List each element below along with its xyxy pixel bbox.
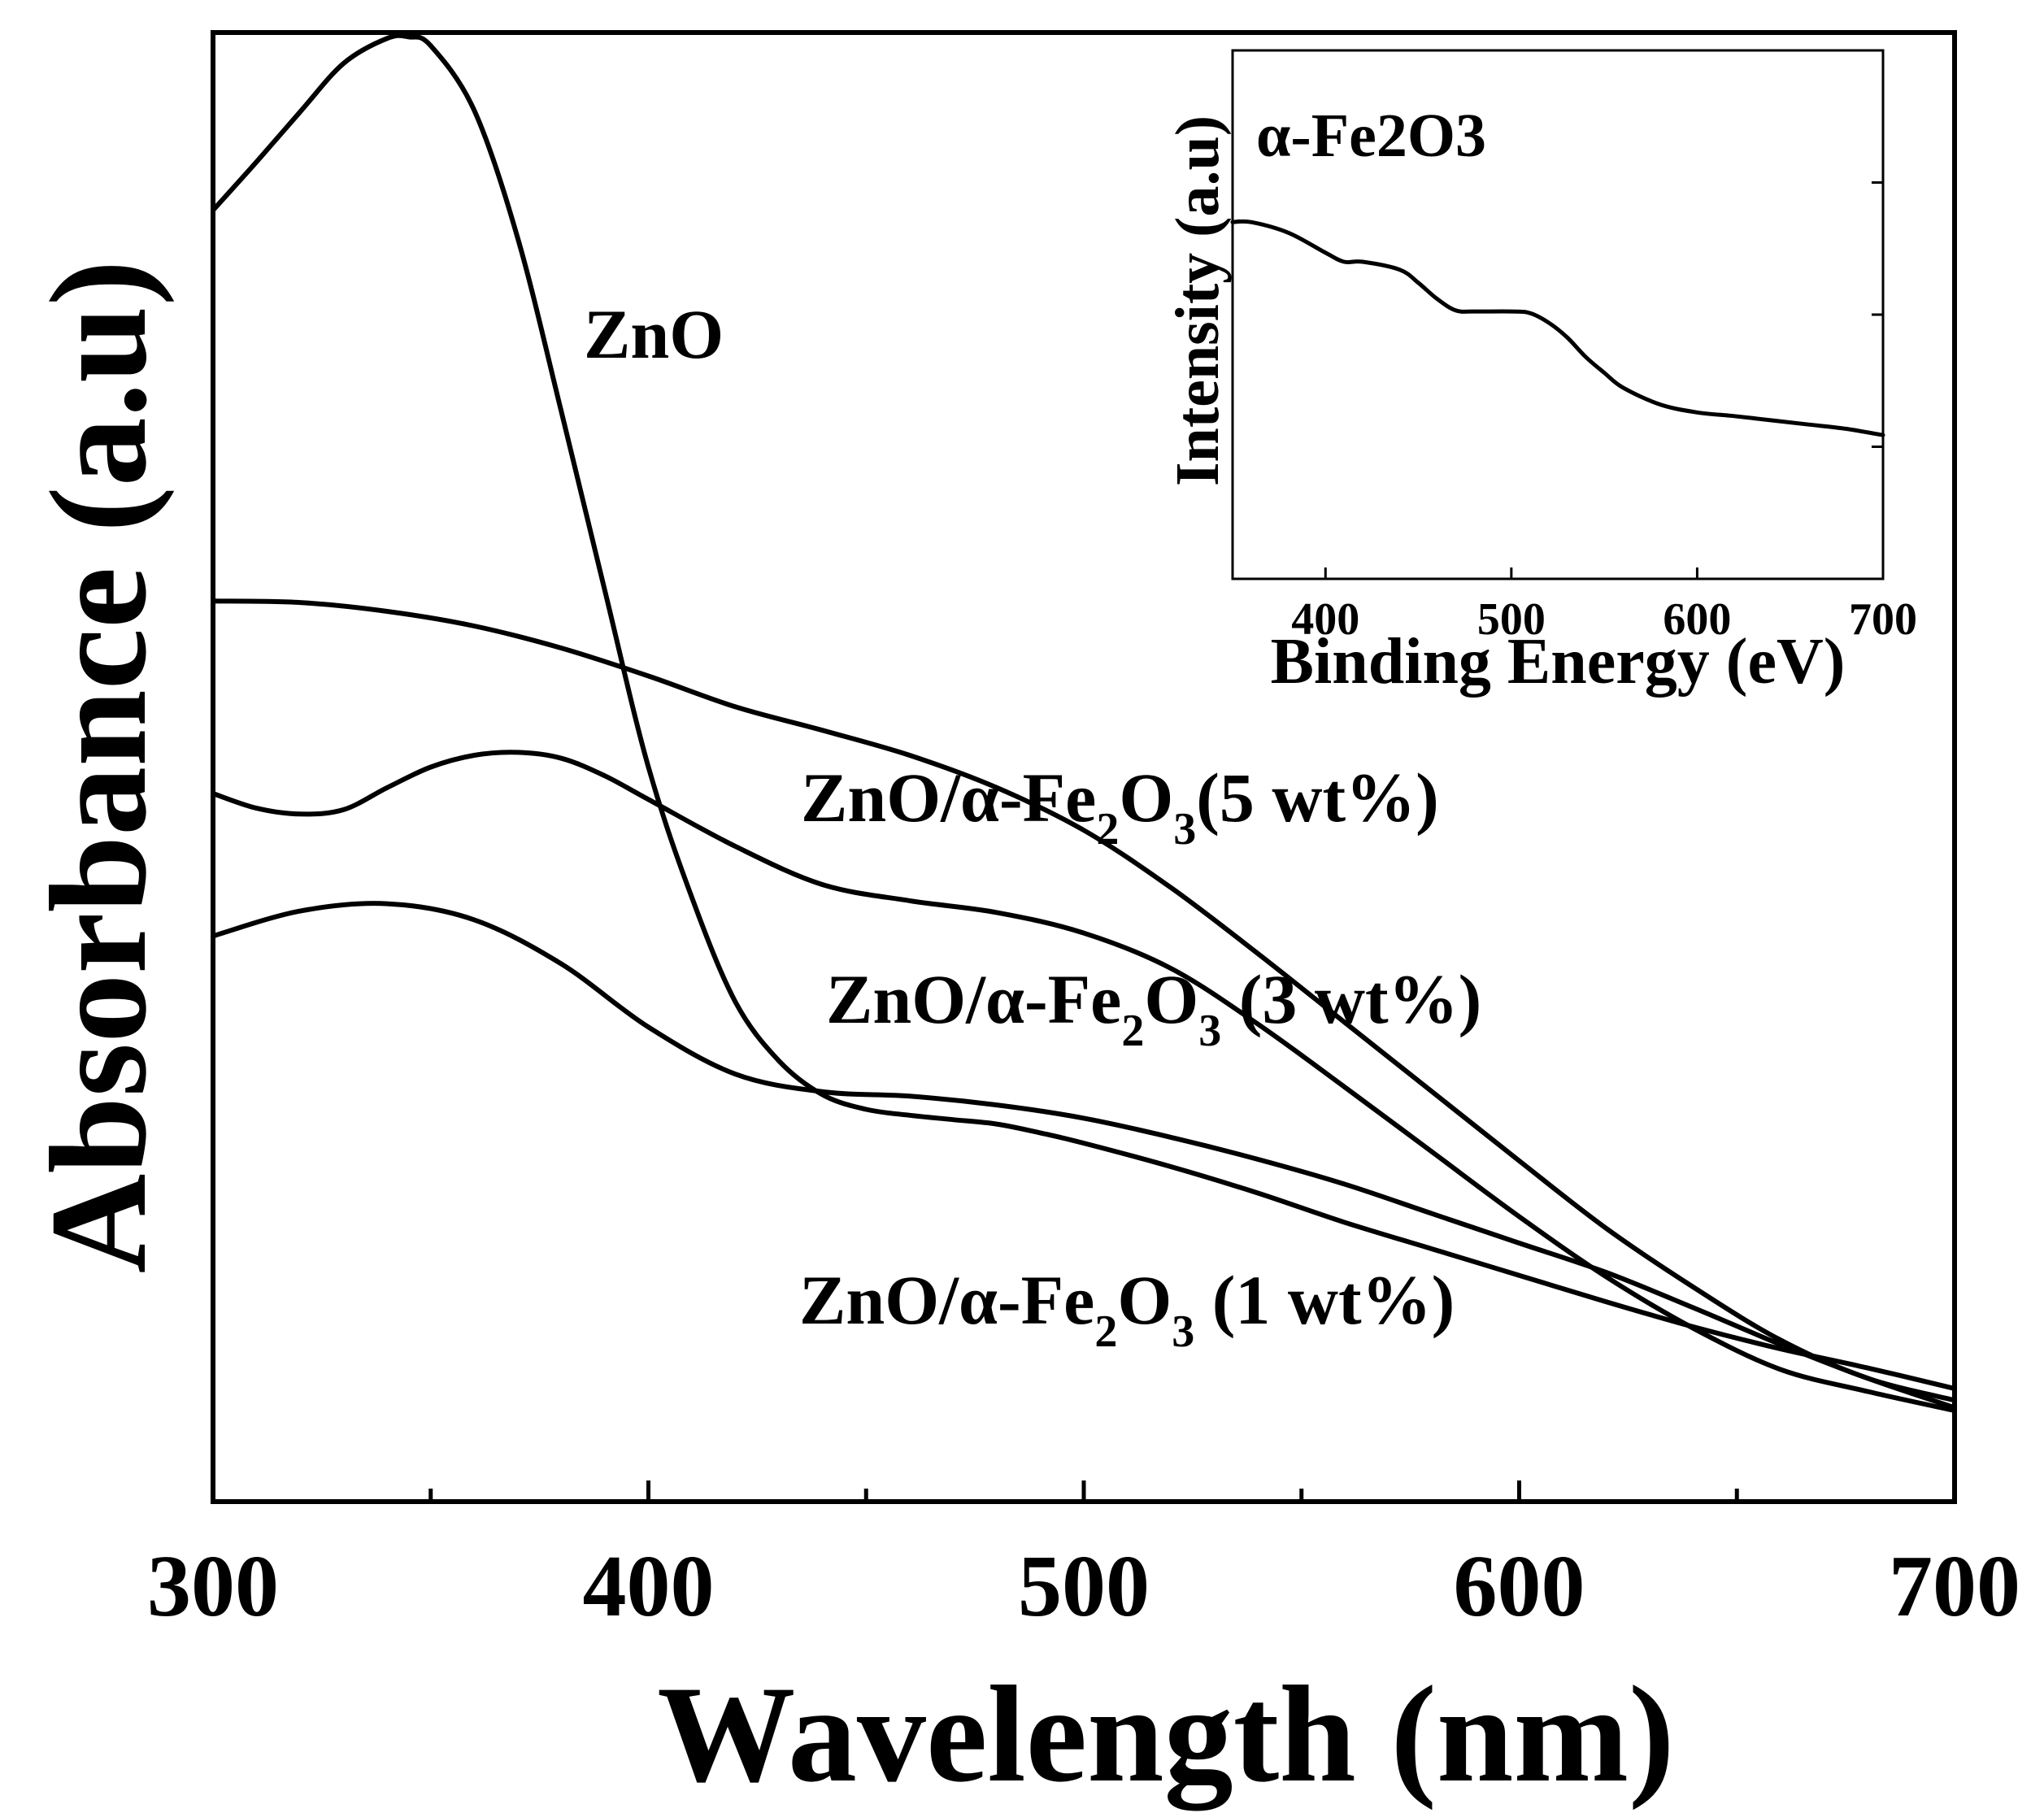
inset-plot-area: 400 500 600 700 α-Fe2O3 Binding Energy (eV)…: [1163, 49, 1917, 698]
x-axis-title: Wavelength (nm): [657, 1658, 1674, 1811]
series-label-1wt-sub-3: 3: [1172, 1306, 1194, 1357]
main-plot-area: 300 400 500 600 700 ZnO ZnO/α-Fe2O3(5 wt%) Z…: [22, 30, 2020, 1811]
inset-x-tick-label-700: 700: [1849, 594, 1917, 645]
inset-title: α-Fe2O3: [1256, 102, 1486, 170]
series-label-5wt: ZnO/α-Fe2O3(5 wt%): [801, 759, 1439, 854]
series-label-3wt-part-o: O: [1144, 960, 1198, 1038]
y-axis-title: Absorbance (a.u): [22, 260, 175, 1274]
inset-title-part-1: α-Fe: [1256, 102, 1376, 170]
series-label-3wt-sub-2: 2: [1121, 1006, 1144, 1056]
inset-x-tick-label-600: 600: [1663, 594, 1731, 645]
series-line-zno: [211, 33, 1957, 1391]
series-label-zno: ZnO: [584, 295, 724, 373]
series-line-zno-fe2o3-1-wt: [211, 901, 1957, 1411]
series-label-1wt-part-1: ZnO/α-Fe: [799, 1261, 1094, 1339]
series-label-1wt-part-rest: (1 wt%): [1194, 1261, 1455, 1339]
series-label-5wt-sub-3: 3: [1173, 804, 1196, 854]
inset-title-part-2: 2: [1376, 102, 1407, 170]
x-tick-label-400: 400: [583, 1538, 715, 1635]
main-x-tick-labels: 300 400 500 600 700: [147, 1538, 2020, 1635]
series-label-1wt: ZnO/α-Fe2O3 (1 wt%): [799, 1261, 1455, 1357]
main-x-ticks: [211, 1480, 1957, 1502]
series-line-zno-fe2o3-3-wt: [211, 750, 1957, 1413]
series-label-5wt-part-o: O: [1119, 759, 1173, 837]
series-label-1wt-part-o: O: [1117, 1261, 1172, 1339]
inset-ticks: [1324, 181, 1885, 579]
inset-x-tick-label-500: 500: [1477, 594, 1546, 645]
inset-title-part-4: 3: [1455, 102, 1486, 170]
series-line-zno-fe2o3-5-wt: [211, 598, 1957, 1403]
x-tick-label-500: 500: [1018, 1538, 1150, 1635]
series-label-3wt: ZnO/α-Fe2O3 (3 wt%): [826, 960, 1481, 1056]
series-label-3wt-part-1: ZnO/α-Fe: [826, 960, 1121, 1038]
main-series-lines: [211, 33, 1957, 1413]
inset-series-line: [1230, 219, 1885, 437]
x-tick-label-300: 300: [147, 1538, 279, 1635]
series-label-3wt-part-rest: (3 wt%): [1221, 960, 1481, 1038]
series-label-3wt-sub-3: 3: [1198, 1006, 1221, 1056]
series-label-5wt-part-1: ZnO/α-Fe: [801, 759, 1096, 837]
inset-x-tick-label-400: 400: [1291, 594, 1359, 645]
inset-title-part-3: O: [1407, 102, 1455, 170]
inset-x-axis-title: Binding Energy (eV): [1271, 626, 1846, 698]
inset-x-tick-labels: 400 500 600 700: [1291, 594, 1917, 645]
x-tick-label-600: 600: [1454, 1538, 1585, 1635]
inset-series-line-0: [1230, 219, 1885, 437]
series-label-5wt-sub-2: 2: [1096, 804, 1119, 854]
inset-y-axis-title: Intensity (a.u): [1163, 115, 1232, 486]
series-label-5wt-part-rest: (5 wt%): [1196, 759, 1439, 837]
x-tick-label-700: 700: [1889, 1538, 2020, 1635]
series-label-1wt-sub-2: 2: [1094, 1306, 1117, 1357]
